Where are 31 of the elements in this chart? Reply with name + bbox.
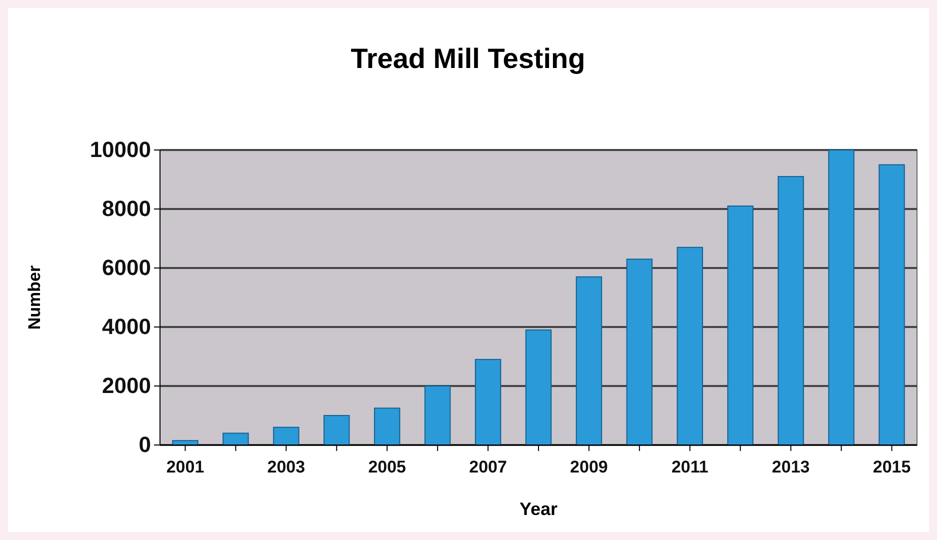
x-tick-label: 2013 <box>772 458 810 477</box>
bar <box>474 358 502 446</box>
bar <box>525 329 552 446</box>
x-tick-label: 2005 <box>368 458 406 477</box>
x-tick-label: 2009 <box>570 458 608 477</box>
bar <box>828 150 854 446</box>
y-tick-label: 4000 <box>102 314 151 340</box>
bar <box>878 164 905 446</box>
x-tick-label: 2007 <box>469 458 507 477</box>
bar <box>626 258 653 446</box>
y-tick-label: 6000 <box>102 255 151 280</box>
bar <box>727 206 754 446</box>
chart-title: Tread Mill Testing <box>350 43 586 74</box>
y-tick-label: 10000 <box>90 137 151 162</box>
y-tick-label: 2000 <box>102 373 151 398</box>
y-tick-label: 0 <box>138 432 151 458</box>
y-axis-title: Number <box>25 265 44 330</box>
bar <box>374 408 400 446</box>
x-tick-label: 2015 <box>872 458 911 477</box>
bar <box>676 246 704 446</box>
bar <box>778 176 804 446</box>
y-tick-label: 8000 <box>102 196 151 222</box>
x-tick-label: 2003 <box>267 458 306 477</box>
bar <box>324 415 350 446</box>
x-tick-label: 2001 <box>166 458 204 477</box>
x-axis-title: Year <box>519 499 558 519</box>
bar <box>222 432 249 446</box>
bar <box>576 276 602 446</box>
bar <box>424 386 451 446</box>
bar <box>273 426 300 446</box>
x-tick-label: 2011 <box>671 458 708 477</box>
